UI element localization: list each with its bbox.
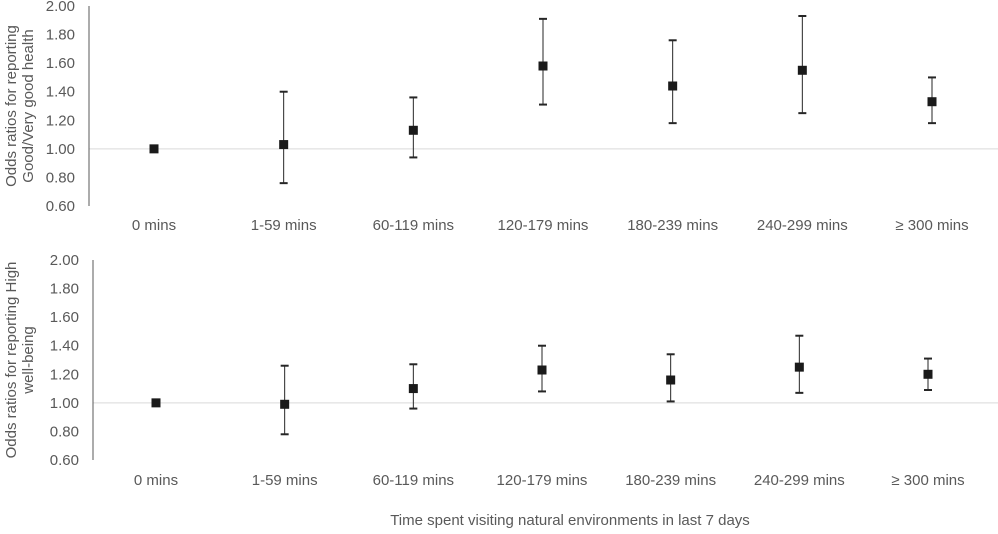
x-tick-label: 240-299 mins	[757, 217, 848, 234]
data-point-marker	[794, 362, 804, 372]
y-tick-label: 1.00	[46, 141, 75, 158]
y-tick-label: 1.40	[46, 84, 75, 101]
data-point-marker	[280, 399, 290, 409]
data-point-marker	[797, 65, 807, 75]
data-point-marker	[923, 369, 933, 379]
y-tick-label: 0.80	[46, 169, 75, 186]
y-tick-label: 0.60	[46, 198, 75, 215]
data-point-marker	[149, 144, 159, 154]
y-tick-label: 1.40	[50, 338, 79, 355]
chart-panel-health: 0.60 0.80 1.00 1.20 1.40 1.60 1.80 2.00 0 mins 1-…	[3, 0, 998, 234]
data-point-marker	[151, 398, 161, 408]
data-point-marker	[538, 61, 548, 71]
data-point-marker	[927, 97, 937, 107]
y-axis-title: Odds ratios for reporting Highwell-being	[3, 262, 37, 459]
x-tick-label: ≥ 300 mins	[891, 472, 964, 489]
y-axis-title-line: Odds ratios for reporting	[3, 25, 20, 187]
y-tick-label: 1.80	[50, 281, 79, 298]
y-tick-label: 1.00	[50, 395, 79, 412]
data-point-marker	[668, 81, 678, 91]
x-tick-label: 120-179 mins	[497, 472, 588, 489]
y-axis-title-line: well-being	[20, 326, 37, 395]
y-tick-label: 0.80	[50, 423, 79, 440]
x-tick-label: 180-239 mins	[627, 217, 718, 234]
y-tick-label: 2.00	[46, 0, 75, 15]
data-point-marker	[537, 365, 547, 375]
x-axis-title: Time spent visiting natural environments…	[390, 512, 750, 529]
y-tick-label: 1.20	[50, 366, 79, 383]
data-point-marker	[666, 375, 676, 385]
y-tick-label: 2.00	[50, 252, 79, 269]
y-tick-label: 1.80	[46, 27, 75, 44]
y-axis-title-line: Odds ratios for reporting High	[3, 262, 20, 459]
x-tick-label: 60-119 mins	[373, 472, 454, 489]
data-point-marker	[279, 140, 289, 150]
x-tick-label: 180-239 mins	[625, 472, 716, 489]
y-axis-title-line: Good/Very good health	[20, 29, 37, 182]
x-tick-label: 1-59 mins	[251, 217, 317, 234]
y-tick-label: 0.60	[50, 452, 79, 469]
data-point-marker	[408, 384, 418, 394]
x-tick-label: 0 mins	[134, 472, 178, 489]
x-tick-label: 0 mins	[132, 217, 176, 234]
y-tick-label: 1.60	[46, 55, 75, 72]
x-tick-label: 1-59 mins	[252, 472, 318, 489]
y-tick-label: 1.60	[50, 309, 79, 326]
data-point-marker	[408, 125, 418, 135]
x-tick-label: ≥ 300 mins	[895, 217, 968, 234]
x-tick-label: 60-119 mins	[373, 217, 454, 234]
y-axis-title: Odds ratios for reportingGood/Very good …	[3, 25, 37, 187]
chart-panel-wellbeing: 0.60 0.80 1.00 1.20 1.40 1.60 1.80 2.00 0 mins 1-…	[3, 252, 998, 529]
x-tick-label: 240-299 mins	[754, 472, 845, 489]
x-tick-label: 120-179 mins	[498, 217, 589, 234]
y-tick-label: 1.20	[46, 112, 75, 129]
